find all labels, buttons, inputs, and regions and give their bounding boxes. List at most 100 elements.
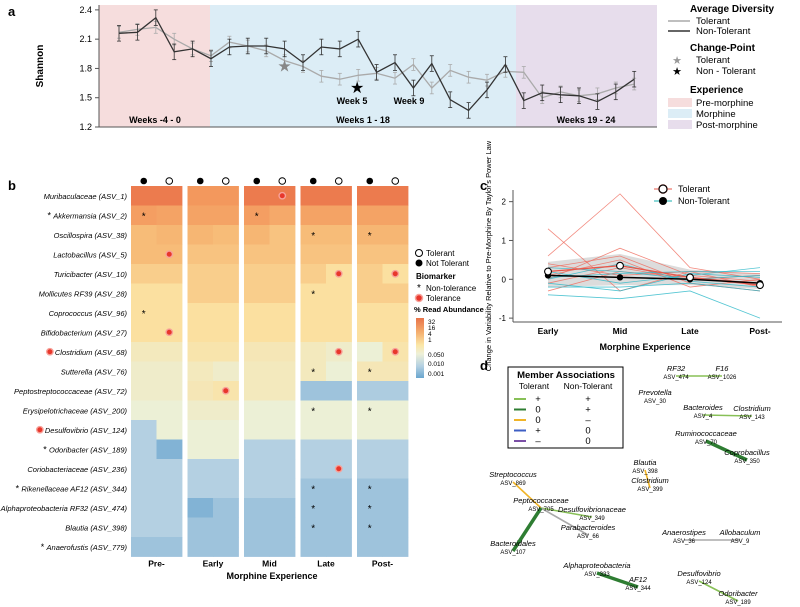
network-node-asv: ASV_349: [579, 516, 605, 522]
heatmap-cell: [269, 244, 296, 265]
network-edge: [698, 580, 739, 602]
heatmap-column-label: Post-: [372, 559, 393, 569]
heatmap-cell: [156, 400, 183, 421]
heatmap-cell: [326, 517, 352, 538]
heatmap-cell: [326, 381, 352, 401]
c-x-tick-label: Early: [538, 326, 559, 336]
legend-scale-tick-0010: 0.010: [428, 361, 445, 368]
heatmap-cell: [131, 361, 157, 382]
legend-tolerance-dot-icon: [414, 293, 424, 303]
legend-cp-non-tolerant-star-icon: ★: [672, 66, 682, 78]
diversity-lines: ★★: [117, 9, 637, 119]
header-tolerant-circle-icon: [278, 177, 287, 185]
network-edge: [540, 507, 593, 518]
heatmap-cell: [269, 322, 296, 343]
cell-star-icon: *: [255, 211, 259, 222]
cell-star-icon: *: [311, 367, 315, 378]
heatmap-cell: [131, 303, 157, 323]
heatmap-cell: [357, 283, 383, 304]
heatmap-row-label: Bifidobacterium (ASV_27): [41, 328, 128, 337]
network-node-genus: Bacteroidales: [490, 539, 536, 548]
cell-star-icon: *: [311, 289, 315, 300]
heatmap-cell: [156, 283, 183, 304]
association-col-tolerant: Tolerant: [519, 381, 550, 391]
network-node-genus: Clostridium: [733, 404, 771, 413]
heatmap-cell: [357, 244, 383, 265]
heatmap-cell: [131, 400, 157, 421]
c-individual-line-non-tolerant: [547, 273, 761, 292]
heatmap-cell: [300, 205, 327, 226]
network-node-genus: Prevotella: [638, 388, 671, 397]
heatmap-cell: [382, 420, 409, 440]
heatmap-cell: [156, 517, 183, 538]
heatmap-cell: [244, 420, 270, 440]
heatmap-cell: [213, 400, 239, 421]
network-node-genus: AF12: [628, 575, 648, 584]
heatmap-cell: [382, 400, 409, 421]
heatmap-cell: [269, 283, 296, 304]
heatmap-cell: [382, 439, 409, 460]
heatmap-cell: [357, 537, 383, 557]
heatmap-cell: [357, 439, 383, 460]
legend-non-tolerance: Non-tolerance: [426, 284, 477, 293]
band-label-post: Weeks 19 - 24: [557, 115, 616, 125]
association-tolerant-sign: +: [535, 426, 541, 437]
heatmap-cell: [357, 303, 383, 323]
legend-scale-bar: [416, 318, 424, 378]
heatmap-cell: [382, 459, 409, 479]
heatmap-cell: [213, 361, 239, 382]
heatmap-cell: [382, 283, 409, 304]
heatmap-cell: [213, 420, 239, 440]
panel-a-legend: Average Diversity Tolerant Non-Tolerant …: [668, 4, 775, 131]
heatmap-cell: [213, 342, 239, 362]
heatmap-cell: [269, 225, 296, 245]
heatmap-cell: [244, 400, 270, 421]
cell-tolerance-dot-icon: [334, 464, 343, 473]
network-node-genus: RF32: [667, 364, 686, 373]
heatmap-cell: [357, 322, 383, 343]
legend-scale-tick-4: 4: [428, 331, 432, 338]
panel-label-b: b: [8, 178, 16, 193]
heatmap-cell: [131, 322, 157, 343]
legend-scale-tick-0001: 0.001: [428, 371, 445, 378]
heatmap-cell: [326, 322, 352, 343]
association-non-tolerant-sign: 0: [585, 426, 590, 437]
heatmap-cell: [187, 381, 214, 401]
heatmap-cell: [187, 283, 214, 304]
cell-star-icon: *: [368, 504, 372, 515]
heatmap-cell: [326, 225, 352, 245]
network-node-genus: F16: [716, 364, 730, 373]
heatmap-cell: [269, 361, 296, 382]
heatmap-cell: [156, 225, 183, 245]
cell-tolerance-dot-icon: [221, 386, 230, 395]
heatmap-cell: [244, 283, 270, 304]
band-label-morphine: Weeks 1 - 18: [336, 115, 390, 125]
heatmap-cell: [187, 244, 214, 265]
heatmap-row-label: Anaerofustis (ASV_779): [46, 543, 128, 552]
heatmap-cell: [269, 342, 296, 362]
heatmap-cell: [213, 498, 239, 518]
c-y-label: Change in Variability Relative to Pre-Mo…: [484, 140, 493, 371]
network-node-genus: Desulfovibrionaceae: [558, 505, 626, 514]
heatmap-cell: [357, 361, 383, 382]
heatmap-cell: [131, 498, 157, 518]
heatmap-cell: [187, 459, 214, 479]
changepoint-label-week9: Week 9: [394, 96, 425, 106]
heatmap-cell: [156, 459, 183, 479]
network-edge: [644, 469, 651, 489]
network-node-asv: ASV_474: [663, 375, 689, 381]
heatmap-cell: [382, 225, 409, 245]
heatmap-cell: [244, 381, 270, 401]
heatmap-cell: [213, 264, 239, 284]
cell-tolerance-dot-icon: [391, 347, 400, 356]
heatmap-cell: [269, 303, 296, 323]
heatmap-cell: [382, 498, 409, 518]
association-rows: + +0 +0 –+ 0– 0: [514, 394, 591, 447]
heatmap-cell: [156, 205, 183, 226]
heatmap-row-label: Akkermansia (ASV_2): [52, 211, 127, 220]
association-col-non-tolerant: Non-Tolerant: [564, 381, 613, 391]
heatmap-cell: [382, 244, 409, 265]
header-tolerant-circle-icon: [165, 177, 174, 185]
header-not-tolerant-circle-icon: [309, 177, 317, 185]
network-node-asv: ASV_189: [725, 600, 751, 606]
